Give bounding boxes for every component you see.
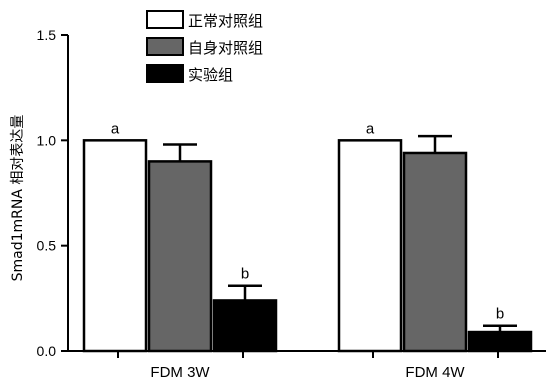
- significance-label: b: [241, 266, 249, 283]
- legend-swatch: [146, 37, 184, 56]
- legend-swatch: [146, 64, 184, 83]
- y-tick-label: 1.5: [37, 27, 57, 43]
- significance-labels: a b a b: [111, 120, 504, 322]
- y-ticks: 0.0 0.5 1.0 1.5: [37, 27, 68, 359]
- bar: [82, 139, 148, 353]
- y-tick-label: 0.5: [37, 238, 57, 254]
- x-tick-label: FDM 3W: [150, 364, 210, 381]
- y-tick-label: 0.0: [37, 343, 57, 359]
- y-tick-label: 1.0: [37, 132, 57, 148]
- x-tick-label: FDM 4W: [405, 364, 465, 381]
- y-axis-label: Smad1mRNA 相对表达量: [10, 115, 26, 282]
- bars: [82, 139, 533, 353]
- bar: [467, 330, 533, 353]
- significance-label: a: [111, 120, 120, 137]
- x-ticks: FDM 3W FDM 4W: [117, 351, 499, 381]
- legend-swatch: [146, 10, 184, 29]
- significance-label: b: [496, 306, 504, 323]
- legend-label: 正常对照组: [188, 12, 263, 30]
- legend-label: 实验组: [188, 66, 233, 84]
- bar: [147, 160, 213, 353]
- bar: [337, 139, 403, 353]
- bar: [402, 151, 468, 353]
- error-bars: [163, 134, 517, 333]
- bar: [212, 299, 278, 353]
- significance-label: a: [366, 120, 375, 137]
- legend-label: 自身对照组: [188, 39, 263, 57]
